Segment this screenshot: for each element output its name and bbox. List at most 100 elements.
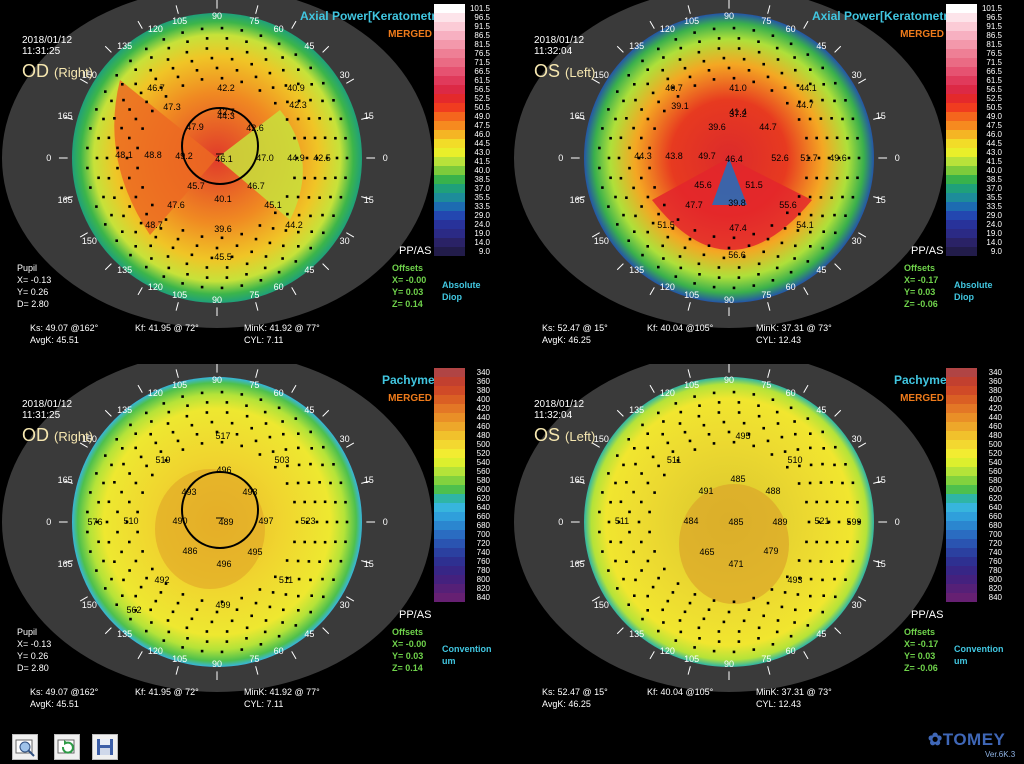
avgk-value: AvgK: 46.25	[542, 699, 591, 709]
refresh-icon	[57, 739, 75, 754]
angle-label: 60	[274, 388, 284, 398]
scale-value: 49.0	[474, 112, 490, 121]
color-scale[interactable]: 101.5 96.5 91.5 86.5 81.5 76.5 71.5 66.5 61.5 56.…	[946, 4, 1004, 256]
map-value: 46.7	[147, 83, 165, 93]
scale-swatch	[946, 76, 977, 85]
map-values: 517 519 503 496 493 493 576 510 490 489 497 523 486 4…	[87, 431, 315, 615]
map-value: 45.1	[264, 200, 282, 210]
scale-value: 360	[988, 377, 1002, 386]
scale-value: 440	[476, 413, 490, 422]
map-value: 495	[247, 547, 262, 557]
scale-step: 420	[946, 404, 1004, 413]
pachy-left-panel[interactable]: 0 15 30 45 60 75 90 105 120 135 150 165 0 165 150 135 12…	[512, 364, 1024, 727]
map-value: 39.6	[708, 122, 726, 132]
map-value: 49.6	[829, 153, 847, 163]
capture-datetime: 2018/01/12 11:31:25	[22, 399, 72, 421]
angle-label: 45	[816, 265, 826, 275]
pachy-right-map[interactable]: 0 15 30 45 60 75 90 105 120 135 150 165 0 165 150 135 12…	[0, 364, 512, 727]
save-icon	[97, 739, 113, 755]
pachy-right-panel[interactable]: 0 15 30 45 60 75 90 105 120 135 150 165 0 165 150 135 12…	[0, 364, 512, 727]
map-value: 46.7	[247, 181, 265, 191]
axial-right-panel[interactable]: 0 15 30 45 60 75 90 105 120 135 150 165 0 165 150 135 12…	[0, 0, 512, 363]
scale-value: 41.5	[474, 157, 490, 166]
scale-step: 700	[946, 530, 1004, 539]
axial-left-map[interactable]: 0 15 30 45 60 75 90 105 120 135 150 165 0 165 150 135 12…	[512, 0, 1024, 363]
scale-swatch	[946, 247, 977, 256]
scale-value: 56.5	[986, 85, 1002, 94]
angle-label: 150	[82, 600, 97, 610]
save-tool-button[interactable]	[92, 734, 118, 760]
mink-value: MinK: 41.92 @ 77°	[244, 687, 320, 697]
axial-right-map[interactable]: 0 15 30 45 60 75 90 105 120 135 150 165 0 165 150 135 12…	[0, 0, 512, 363]
angle-label: 45	[304, 265, 314, 275]
angle-label: 150	[594, 600, 609, 610]
map-title[interactable]: Axial Power[Keratometric]	[299, 9, 450, 23]
kf-value: Kf: 40.04 @105°	[647, 323, 714, 333]
scale-value: 50.5	[986, 103, 1002, 112]
scale-value: 540	[476, 458, 490, 467]
scale-step: 56.5	[946, 85, 1004, 94]
refresh-tool-button[interactable]	[54, 734, 80, 760]
eye-side: (Left)	[565, 65, 596, 80]
scale-value: 46.0	[986, 130, 1002, 139]
map-title[interactable]: Axial Power[Keratometric]	[811, 9, 962, 23]
map-value: 55.6	[779, 200, 797, 210]
scale-swatch	[434, 112, 465, 121]
angle-label: 60	[786, 24, 796, 34]
map-value: 48.1	[115, 150, 133, 160]
color-scale[interactable]: 101.5 96.5 91.5 86.5 81.5 76.5 71.5 66.5 61.5 56.…	[434, 4, 492, 256]
map-value: 503	[274, 455, 289, 465]
scale-swatch	[434, 440, 465, 449]
scale-step: 56.5	[434, 85, 492, 94]
map-value: 465	[699, 547, 714, 557]
scale-step: 43.0	[434, 148, 492, 157]
scale-value: 56.5	[474, 85, 490, 94]
scale-value: 38.5	[474, 175, 490, 184]
scale-mode: Convention	[954, 644, 1004, 654]
scale-step: 480	[946, 431, 1004, 440]
map-value: 47.4	[729, 223, 747, 233]
scale-value: 420	[988, 404, 1002, 413]
map-value: 484	[683, 516, 698, 526]
map-title[interactable]: Pachymetry	[381, 373, 450, 387]
pupil-y: Y= 0.26	[17, 651, 49, 661]
capture-time: 11:32:04	[534, 410, 573, 421]
angle-label: 120	[660, 646, 675, 656]
axial-left-panel[interactable]: 0 15 30 45 60 75 90 105 120 135 150 165 0 165 150 135 12…	[512, 0, 1024, 363]
scale-swatch	[434, 85, 465, 94]
scale-swatch	[434, 184, 465, 193]
angle-label: 15	[364, 111, 374, 121]
map-title[interactable]: Pachymetry	[893, 373, 962, 387]
keratometry-left: Ks: 49.07 @162° AvgK: 45.51	[30, 322, 98, 346]
cyl-value: CYL: 12.43	[756, 699, 802, 709]
color-scale[interactable]: 340 360 380 400 420 440 460 480 500 520 540 560 580 6…	[434, 368, 492, 602]
map-value: 45.7	[187, 181, 205, 191]
color-scale[interactable]: 340 360 380 400 420 440 460 480 500 520 540 560 580 6…	[946, 368, 1004, 602]
scale-value: 37.0	[474, 184, 490, 193]
map-value: 40.7	[665, 83, 683, 93]
scale-step: 480	[434, 431, 492, 440]
scale-value: 480	[476, 431, 490, 440]
capture-date: 2018/01/12	[534, 399, 585, 410]
angle-label: 165	[58, 195, 73, 205]
zoom-tool-button[interactable]	[12, 734, 38, 760]
scale-mode: Absolute	[442, 280, 481, 290]
scale-swatch	[946, 121, 977, 130]
offsets-title: Offsets	[392, 627, 424, 637]
scale-swatch	[434, 238, 465, 247]
scale-value: 47.5	[474, 121, 490, 130]
scale-units: um	[442, 656, 456, 666]
pupil-block: Pupil X= -0.13 Y= 0.26 D= 2.80	[17, 626, 51, 674]
scale-swatch	[946, 512, 977, 521]
pachy-left-map[interactable]: 0 15 30 45 60 75 90 105 120 135 150 165 0 165 150 135 12…	[512, 364, 1024, 727]
scale-mode: Absolute	[954, 280, 993, 290]
angle-label: 0	[558, 153, 563, 163]
offsets-title: Offsets	[904, 263, 936, 273]
scale-value: 41.5	[986, 157, 1002, 166]
scale-swatch	[434, 4, 465, 13]
angle-label: 15	[876, 195, 886, 205]
map-value: 489	[772, 517, 787, 527]
map-value: 485	[730, 474, 745, 484]
map-value: 496	[216, 465, 231, 475]
scale-step: 19.0	[946, 229, 1004, 238]
